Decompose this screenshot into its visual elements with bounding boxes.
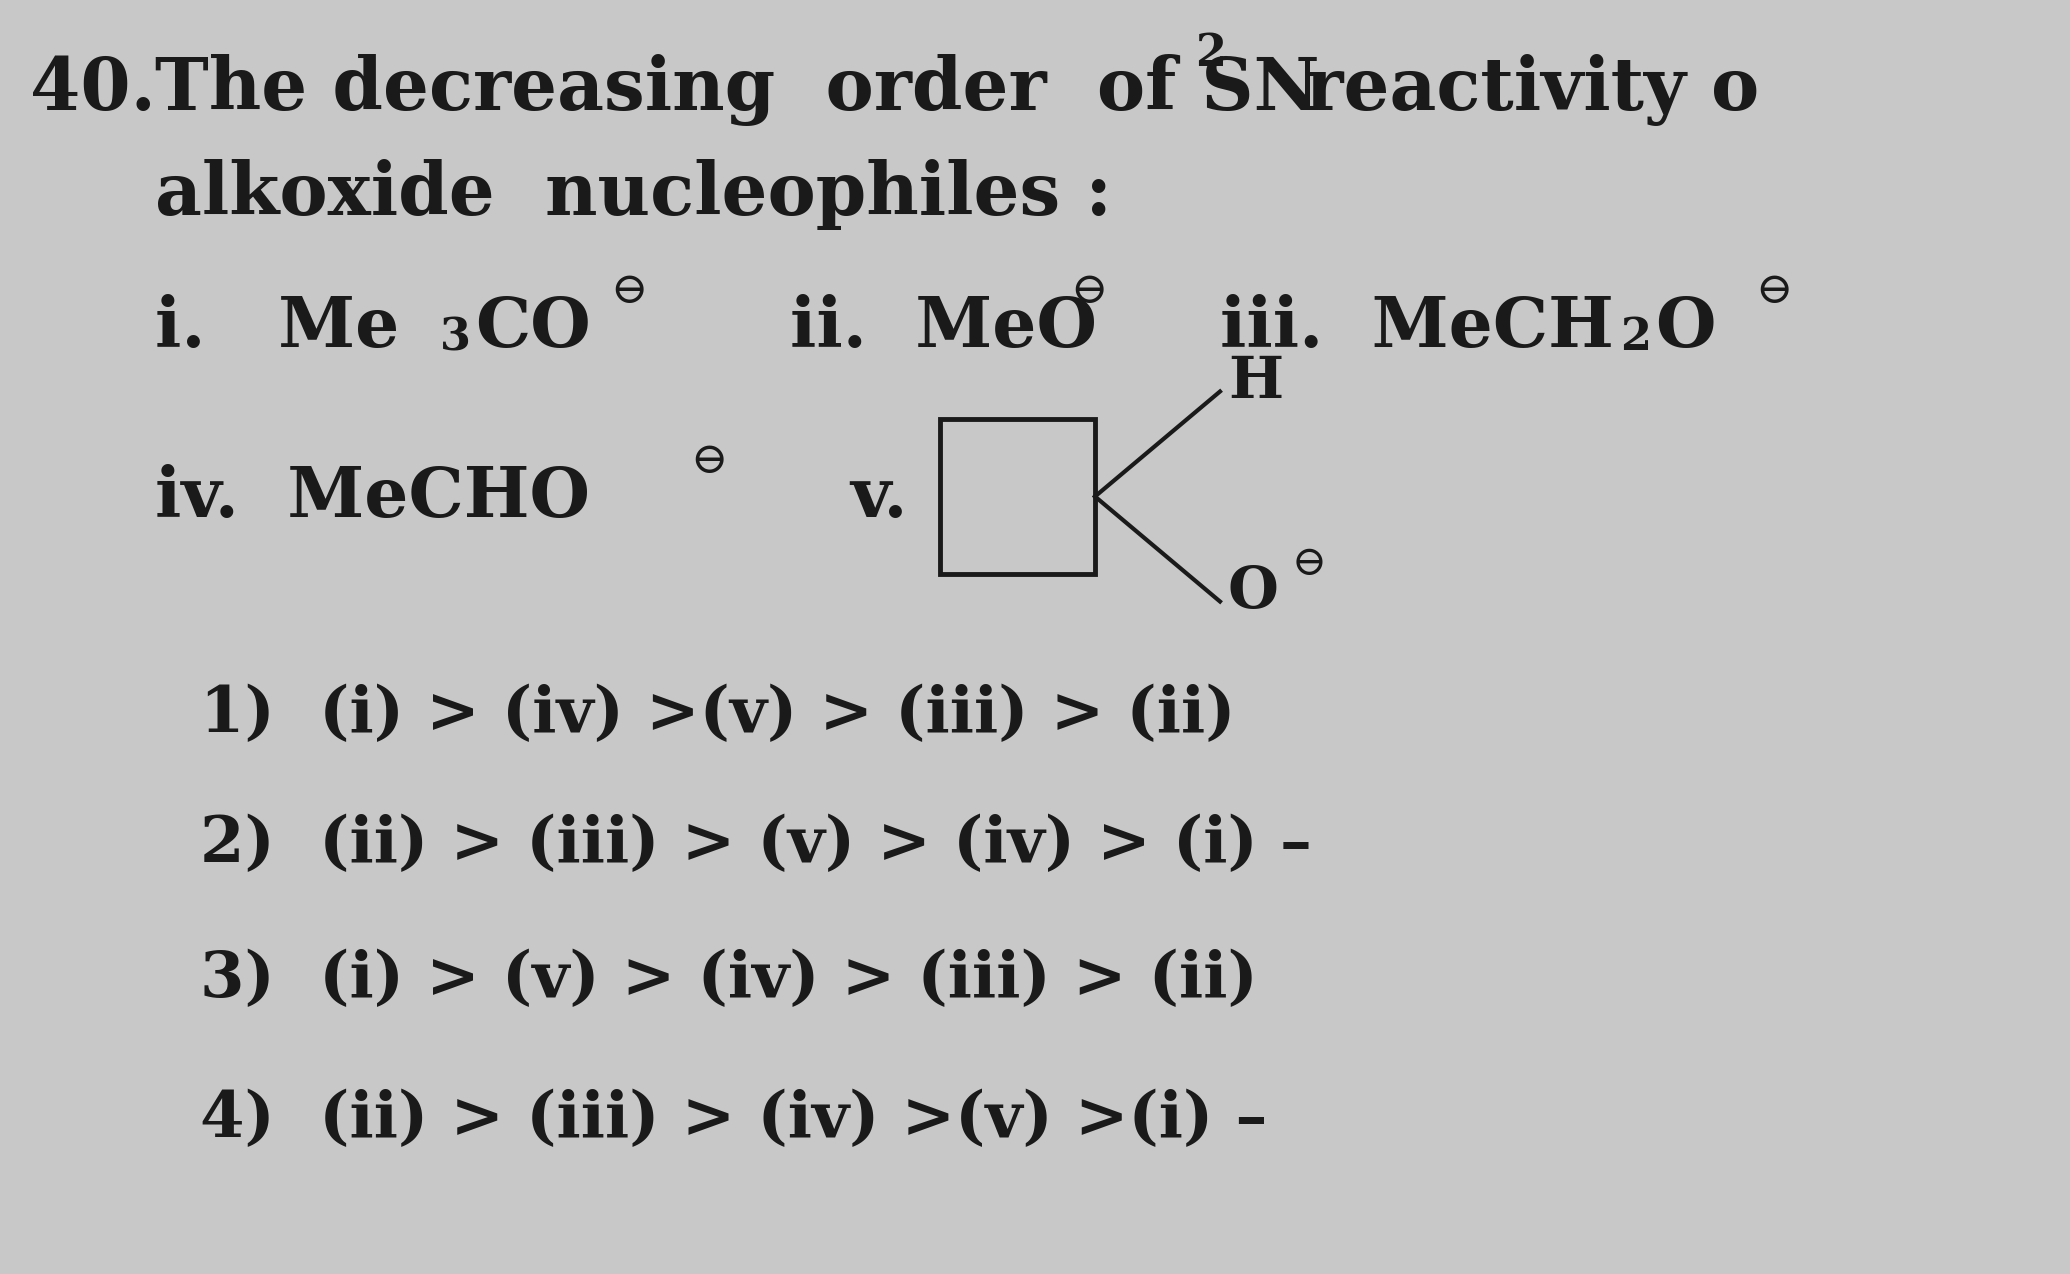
Text: ⊖: ⊖ bbox=[1070, 269, 1107, 312]
Text: The decreasing  order  of SN: The decreasing order of SN bbox=[155, 54, 1321, 126]
Text: ii.  MeO: ii. MeO bbox=[791, 294, 1097, 361]
Text: 4)  (ii) > (iii) > (iv) >(v) >(i) –: 4) (ii) > (iii) > (iv) >(v) >(i) – bbox=[201, 1089, 1267, 1150]
Text: O: O bbox=[1228, 563, 1279, 619]
Text: 2)  (ii) > (iii) > (v) > (iv) > (i) –: 2) (ii) > (iii) > (v) > (iv) > (i) – bbox=[201, 814, 1312, 875]
Text: 3: 3 bbox=[441, 316, 472, 359]
Text: i.   Me: i. Me bbox=[155, 294, 400, 361]
Text: iv.  MeCHO: iv. MeCHO bbox=[155, 464, 590, 531]
Text: ⊖: ⊖ bbox=[1292, 541, 1327, 583]
Text: 3)  (i) > (v) > (iv) > (iii) > (ii): 3) (i) > (v) > (iv) > (iii) > (ii) bbox=[201, 949, 1259, 1010]
Bar bbox=[940, 419, 1095, 575]
Text: ⊖: ⊖ bbox=[611, 269, 648, 312]
Text: ⊖: ⊖ bbox=[689, 440, 727, 482]
Text: H: H bbox=[1228, 353, 1283, 409]
Text: alkoxide  nucleophiles :: alkoxide nucleophiles : bbox=[155, 159, 1112, 231]
Text: 2: 2 bbox=[1194, 32, 1225, 75]
Text: O: O bbox=[1656, 294, 1716, 361]
Text: 1)  (i) > (iv) >(v) > (iii) > (ii): 1) (i) > (iv) >(v) > (iii) > (ii) bbox=[201, 684, 1236, 745]
Text: v.: v. bbox=[851, 464, 907, 531]
Text: 40.: 40. bbox=[29, 54, 155, 125]
Text: 2: 2 bbox=[1621, 316, 1652, 359]
Text: iii.  MeCH: iii. MeCH bbox=[1219, 294, 1615, 361]
Text: ⊖: ⊖ bbox=[1755, 269, 1793, 312]
Text: reactivity o: reactivity o bbox=[1230, 54, 1760, 126]
Text: CO: CO bbox=[474, 294, 590, 361]
